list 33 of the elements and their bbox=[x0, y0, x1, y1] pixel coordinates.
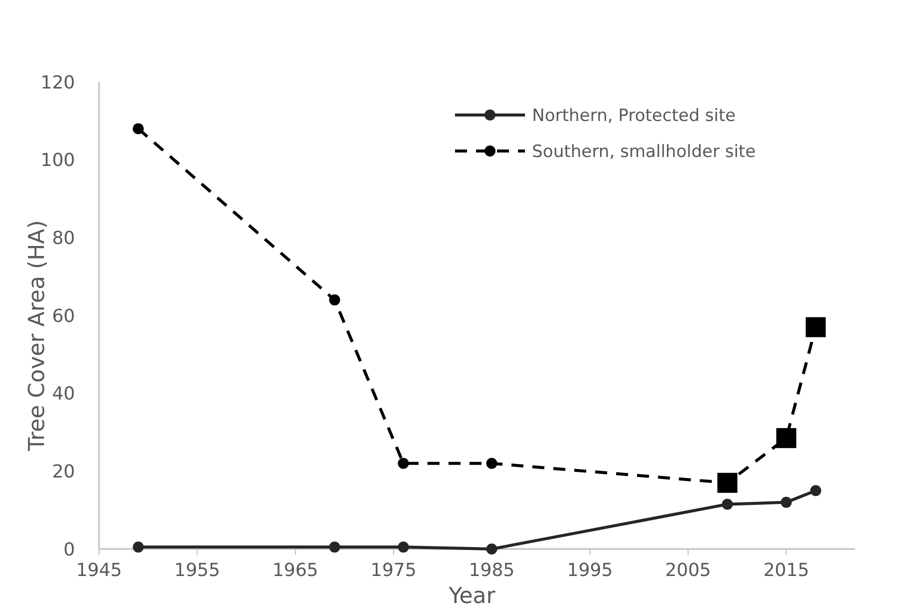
point bbox=[776, 428, 796, 448]
x-tick-label: 1995 bbox=[567, 560, 613, 581]
legend-label: Southern, smallholder site bbox=[532, 142, 756, 162]
y-axis-title: Tree Cover Area (HA) bbox=[25, 220, 50, 452]
point bbox=[722, 498, 733, 510]
y-tick-label: 120 bbox=[40, 72, 75, 94]
x-tick-label: 1985 bbox=[468, 560, 515, 581]
x-tick-label: 2015 bbox=[763, 560, 810, 581]
y-tick-label: 100 bbox=[40, 150, 75, 172]
point bbox=[780, 496, 792, 508]
y-tick-label: 20 bbox=[52, 461, 75, 482]
point bbox=[810, 485, 822, 496]
point bbox=[329, 294, 340, 306]
y-tick-label: 80 bbox=[52, 228, 75, 249]
y-tick-label: 40 bbox=[52, 384, 75, 405]
point bbox=[486, 544, 498, 554]
point bbox=[717, 472, 738, 493]
point bbox=[398, 542, 409, 553]
y-tick-label: 60 bbox=[52, 306, 75, 327]
legend-label: Northern, Protected site bbox=[532, 106, 736, 126]
point bbox=[398, 458, 409, 469]
x-tick-label: 1975 bbox=[370, 560, 416, 581]
y-tick-label: 0 bbox=[64, 539, 75, 560]
x-axis-title: Year bbox=[448, 584, 496, 609]
point bbox=[329, 542, 340, 553]
x-tick-label: 1955 bbox=[174, 560, 220, 581]
point bbox=[806, 317, 826, 338]
point bbox=[486, 458, 498, 469]
x-tick-label: 1945 bbox=[76, 560, 122, 581]
point bbox=[132, 123, 144, 134]
x-tick-label: 2005 bbox=[665, 560, 711, 581]
x-tick-label: 1965 bbox=[272, 560, 318, 581]
point bbox=[132, 542, 144, 553]
